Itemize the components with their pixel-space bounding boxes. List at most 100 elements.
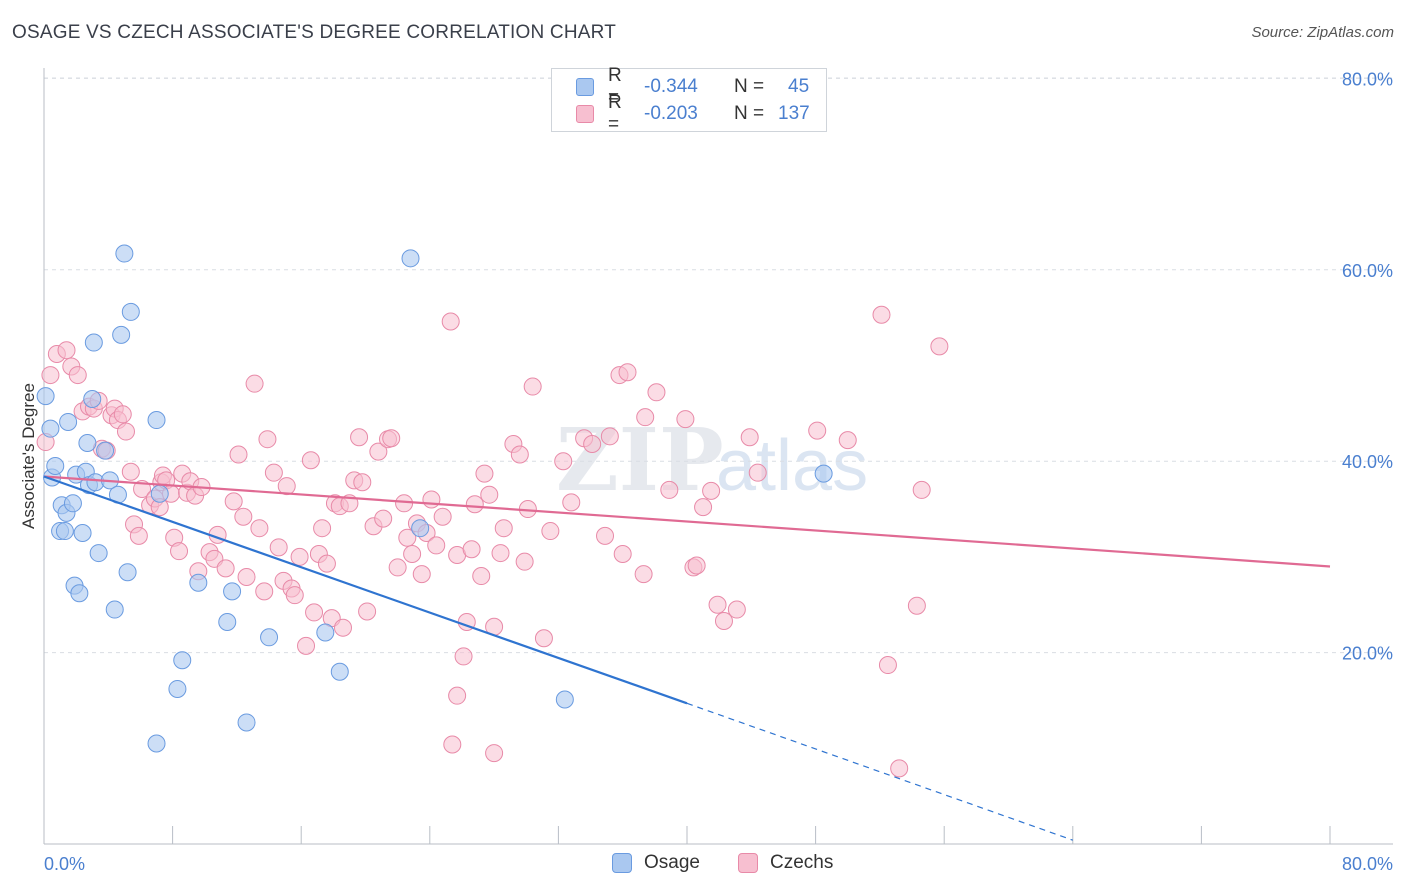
czech-point-92 bbox=[475, 464, 494, 483]
czech-point-72 bbox=[374, 509, 393, 528]
series-legend: Osage Czechs bbox=[612, 852, 871, 874]
osage-legend-swatch bbox=[612, 853, 632, 873]
x-tick-label-1: 80.0% bbox=[1342, 854, 1393, 874]
czech-point-135 bbox=[485, 744, 504, 763]
source-credit: Source: ZipAtlas.com bbox=[1251, 24, 1394, 41]
osage-point-41 bbox=[401, 249, 420, 268]
czech-point-114 bbox=[636, 408, 655, 427]
czech-point-123 bbox=[714, 612, 733, 631]
czech-swatch bbox=[576, 105, 594, 123]
czech-point-84 bbox=[433, 507, 452, 526]
czech-point-69 bbox=[358, 602, 377, 621]
y-axis-label: Associate's Degree bbox=[19, 383, 38, 529]
czech-point-41 bbox=[229, 445, 248, 464]
osage-point-38 bbox=[260, 628, 279, 647]
czech-point-85 bbox=[441, 312, 460, 331]
czech-point-121 bbox=[702, 481, 721, 500]
osage-point-30 bbox=[147, 734, 166, 753]
czech-point-119 bbox=[687, 556, 706, 575]
czech-points bbox=[36, 305, 949, 778]
osage-point-39 bbox=[316, 623, 335, 642]
czech-point-91 bbox=[472, 567, 491, 586]
grid bbox=[44, 77, 1393, 654]
czech-point-137 bbox=[443, 735, 462, 754]
czech-point-127 bbox=[808, 421, 827, 440]
czech-point-80 bbox=[412, 565, 431, 584]
czech-point-53 bbox=[285, 586, 304, 605]
czech-point-1 bbox=[41, 366, 60, 385]
czech-point-115 bbox=[647, 383, 666, 402]
czech-point-77 bbox=[398, 528, 417, 547]
watermark-zip: ZIP bbox=[556, 410, 724, 511]
czech-point-122 bbox=[708, 595, 727, 614]
czech-point-113 bbox=[634, 565, 653, 584]
czech-point-82 bbox=[422, 490, 441, 509]
czech-point-29 bbox=[170, 542, 189, 561]
osage-point-29 bbox=[147, 411, 166, 430]
osage-trend-line-extension bbox=[686, 702, 1074, 841]
czech-point-101 bbox=[523, 377, 542, 396]
osage-point-3 bbox=[46, 456, 65, 475]
czech-point-99 bbox=[515, 552, 534, 571]
osage-swatch bbox=[576, 78, 594, 96]
stats-legend: R = -0.344 N = 45 R = -0.203 N = 137 bbox=[551, 65, 827, 135]
osage-point-36 bbox=[223, 582, 242, 601]
czech-point-109 bbox=[600, 427, 619, 446]
czech-point-44 bbox=[245, 374, 264, 393]
osage-point-6 bbox=[55, 522, 74, 541]
czech-n-label: N = bbox=[734, 103, 765, 124]
czech-point-104 bbox=[554, 452, 573, 471]
osage-legend-label: Osage bbox=[644, 852, 700, 873]
czech-point-87 bbox=[454, 647, 473, 666]
osage-points bbox=[36, 244, 833, 753]
czech-point-40 bbox=[224, 492, 243, 511]
czech-point-68 bbox=[353, 473, 372, 492]
czech-point-48 bbox=[264, 463, 283, 482]
osage-point-12 bbox=[70, 584, 89, 603]
czech-point-128 bbox=[838, 431, 857, 450]
czech-point-136 bbox=[448, 686, 467, 705]
czech-point-19 bbox=[129, 526, 148, 545]
czech-n-value: 137 bbox=[778, 103, 810, 124]
osage-n-value: 45 bbox=[788, 76, 810, 97]
czech-point-83 bbox=[427, 536, 446, 555]
czech-point-59 bbox=[313, 519, 332, 538]
czech-legend-swatch bbox=[737, 853, 758, 873]
osage-point-1 bbox=[41, 419, 60, 438]
czech-point-102 bbox=[534, 629, 553, 648]
osage-point-37 bbox=[237, 713, 256, 732]
osage-point-34 bbox=[189, 573, 208, 592]
czech-point-103 bbox=[541, 522, 560, 541]
legend-item-osage: Osage bbox=[612, 852, 700, 874]
czech-r-value: -0.203 bbox=[644, 103, 698, 124]
osage-point-42 bbox=[411, 519, 430, 538]
czech-point-96 bbox=[494, 519, 513, 538]
czech-point-60 bbox=[317, 554, 336, 573]
osage-point-8 bbox=[59, 412, 78, 431]
osage-point-27 bbox=[118, 563, 137, 582]
czech-point-78 bbox=[403, 545, 422, 564]
czech-point-130 bbox=[878, 656, 897, 675]
czech-point-71 bbox=[369, 442, 388, 461]
czech-point-111 bbox=[613, 545, 632, 564]
y-tick-label-0: 20.0% bbox=[1342, 644, 1393, 664]
osage-point-44 bbox=[814, 464, 833, 483]
osage-point-40 bbox=[330, 662, 349, 681]
czech-point-117 bbox=[676, 410, 695, 429]
osage-point-18 bbox=[84, 333, 103, 352]
y-axis-label-group: Associate's Degree bbox=[19, 383, 38, 529]
czech-point-74 bbox=[382, 429, 401, 448]
czech-point-131 bbox=[890, 759, 909, 778]
czech-point-3 bbox=[57, 341, 76, 360]
x-tick-label-0: 0.0% bbox=[44, 854, 85, 874]
czech-point-132 bbox=[907, 596, 926, 615]
osage-point-25 bbox=[112, 325, 131, 344]
osage-point-43 bbox=[555, 690, 574, 709]
czech-point-120 bbox=[694, 498, 713, 517]
y-tick-label-2: 60.0% bbox=[1342, 261, 1393, 281]
czech-point-49 bbox=[269, 538, 288, 557]
czech-point-67 bbox=[350, 428, 369, 447]
x-ticks: 0.0% 80.0% bbox=[44, 854, 1393, 874]
osage-point-13 bbox=[73, 523, 92, 542]
chart-title: OSAGE VS CZECH ASSOCIATE'S DEGREE CORREL… bbox=[12, 22, 616, 43]
